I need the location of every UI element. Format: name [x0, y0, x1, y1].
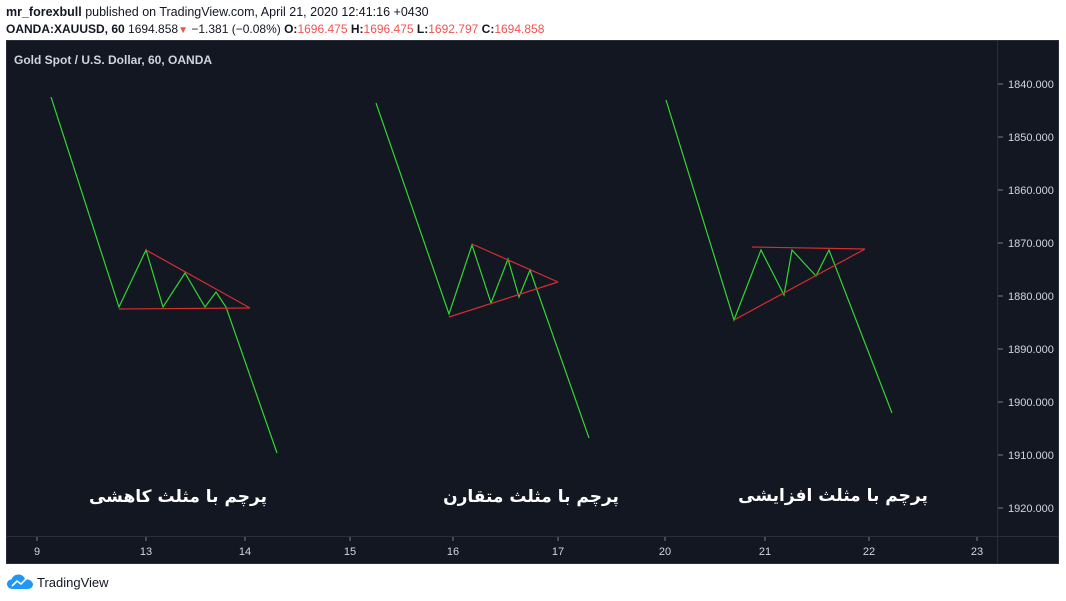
time-axis[interactable]: 9 13 14 15 16 17 20 21 22 23 [34, 537, 983, 558]
time-tick-label: 13 [140, 546, 152, 558]
annotation-ascending[interactable]: پرچم با مثلث افزایشی [738, 486, 928, 506]
support-trendline[interactable] [733, 248, 866, 321]
open-label: O: [284, 22, 298, 36]
symbol-name: OANDA:XAUUSD, 60 [6, 22, 125, 36]
price-path [665, 99, 893, 414]
down-arrow-icon: ▼ [178, 25, 188, 36]
chart-symbol-title: Gold Spot / U.S. Dollar, 60, OANDA [14, 53, 213, 67]
author-name[interactable]: mr_forexbull [6, 5, 82, 19]
time-tick-label: 16 [447, 546, 459, 558]
price-tick-label: 1850.000 [1008, 132, 1054, 144]
footer [0, 564, 1066, 601]
tradingview-cloud-icon [7, 574, 33, 589]
publish-info: mr_forexbull published on TradingView.co… [6, 5, 429, 19]
symbol-quote: OANDA:XAUUSD, 60 1694.858▼ −1.381 (−0.08… [6, 22, 544, 36]
ascending-triangle-drawing[interactable] [665, 99, 893, 414]
high-label: H: [350, 22, 364, 36]
price-tick-label: 1870.000 [1008, 238, 1054, 250]
published-text: published on TradingView.com, April 21, … [85, 5, 429, 19]
annotation-descending[interactable]: پرچم با مثلث کاهشی [89, 487, 267, 507]
support-trendline[interactable] [118, 307, 251, 310]
time-tick-label: 22 [863, 546, 875, 558]
chart-frame[interactable] [6, 40, 1059, 564]
price-tick-label: 1880.000 [1008, 291, 1054, 303]
price-tick-label: 1910.000 [1008, 450, 1054, 462]
price-tick-label: 1890.000 [1008, 344, 1054, 356]
price-tick-label: 1860.000 [1008, 185, 1054, 197]
high-value: 1696.475 [363, 22, 414, 36]
annotation-symmetrical[interactable]: پرچم با مثلث متقارن [443, 487, 619, 507]
tradingview-brand[interactable]: TradingView [7, 574, 109, 590]
support-trendline[interactable] [448, 281, 559, 318]
time-tick-label: 17 [552, 546, 564, 558]
symmetrical-triangle-drawing[interactable] [375, 102, 590, 439]
price-tick-label: 1900.000 [1008, 397, 1054, 409]
price-axis[interactable]: 1840.000 1850.000 1860.000 1870.000 1880… [998, 79, 1054, 515]
time-tick-label: 21 [759, 546, 771, 558]
time-tick-label: 20 [659, 546, 671, 558]
price-tick-label: 1840.000 [1008, 79, 1054, 91]
time-tick-label: 15 [344, 546, 356, 558]
time-tick-label: 14 [239, 546, 251, 558]
brand-name: TradingView [37, 574, 109, 590]
last-price: 1694.858 [128, 22, 179, 36]
low-value: 1692.797 [428, 22, 479, 36]
publish-header: mr_forexbull published on TradingView.co… [0, 0, 1066, 40]
time-tick-label: 23 [971, 546, 983, 558]
open-value: 1696.475 [297, 22, 348, 36]
price-path [50, 96, 278, 454]
close-value: 1694.858 [494, 22, 545, 36]
price-change: −1.381 (−0.08%) [191, 22, 281, 36]
resistance-trendline[interactable] [471, 243, 559, 283]
time-tick-label: 9 [34, 546, 40, 558]
close-label: C: [481, 22, 495, 36]
price-tick-label: 1920.000 [1008, 503, 1054, 515]
descending-triangle-drawing[interactable] [50, 96, 278, 454]
price-path [375, 102, 590, 439]
resistance-trendline[interactable] [145, 249, 251, 309]
low-label: L: [416, 22, 429, 36]
resistance-trendline[interactable] [751, 246, 866, 250]
